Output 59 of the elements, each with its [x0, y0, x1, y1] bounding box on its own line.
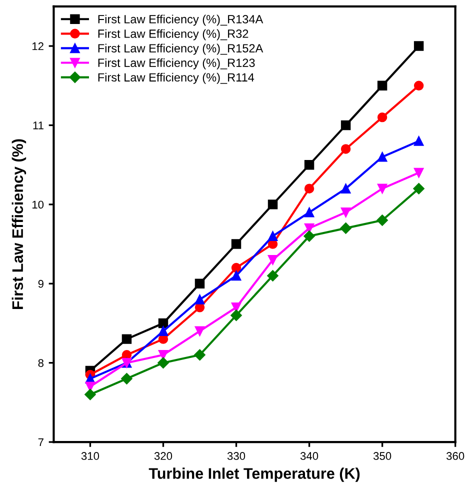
y-axis-title: First Law Efficiency (%): [12, 139, 26, 309]
y-tick-label: 7: [38, 438, 44, 446]
point: [414, 41, 424, 51]
y-tick-label: 12: [32, 42, 44, 50]
x-axis-title: Turbine Inlet Temperature (K): [148, 468, 360, 482]
point: [230, 310, 242, 321]
point: [268, 231, 278, 241]
legend-label: First Law Efficiency (%)_R152A: [98, 44, 264, 55]
point: [377, 112, 388, 122]
point: [231, 302, 242, 312]
y-tick-label: 10: [32, 200, 44, 209]
x-tick-label: 330: [227, 452, 246, 460]
point: [304, 160, 314, 170]
point: [231, 239, 242, 249]
point: [194, 278, 205, 288]
x-tick-label: 310: [81, 452, 100, 460]
point: [377, 184, 388, 194]
y-tick-label: 11: [33, 122, 44, 130]
point: [158, 318, 168, 328]
point: [414, 168, 424, 178]
point: [194, 349, 206, 361]
x-tick-label: 320: [154, 452, 172, 460]
point: [231, 270, 242, 281]
point: [194, 294, 205, 304]
point: [268, 255, 278, 265]
point: [340, 184, 351, 194]
point: [340, 207, 351, 218]
point: [304, 230, 315, 242]
point: [340, 222, 352, 234]
x-tick-label: 340: [300, 452, 318, 460]
point: [413, 182, 424, 194]
legend-label: First Law Efficiency (%)_R32: [98, 29, 248, 40]
point: [158, 350, 168, 360]
y-tick-label: 9: [38, 280, 44, 288]
point: [377, 80, 388, 90]
point: [268, 200, 278, 210]
point: [377, 152, 388, 162]
point: [85, 382, 96, 392]
point: [158, 326, 168, 336]
point: [304, 184, 314, 194]
x-tick-label: 350: [373, 452, 392, 460]
x-tick-label: 360: [446, 452, 464, 460]
point: [122, 334, 132, 344]
point: [158, 357, 169, 368]
point: [121, 373, 132, 384]
y-tick-label: 8: [38, 359, 44, 367]
point: [231, 262, 242, 273]
point: [267, 270, 278, 282]
point: [414, 136, 424, 146]
legend-label: First Law Efficiency (%)_R123: [98, 58, 255, 70]
point: [304, 207, 314, 218]
point: [414, 80, 424, 90]
point: [84, 388, 96, 400]
point: [376, 214, 388, 226]
legend-label: First Law Efficiency (%)_R134A: [98, 14, 264, 26]
legend-label: First Law Efficiency (%)_R114: [98, 72, 254, 84]
point: [340, 120, 351, 130]
point: [340, 144, 351, 154]
point: [194, 326, 205, 336]
